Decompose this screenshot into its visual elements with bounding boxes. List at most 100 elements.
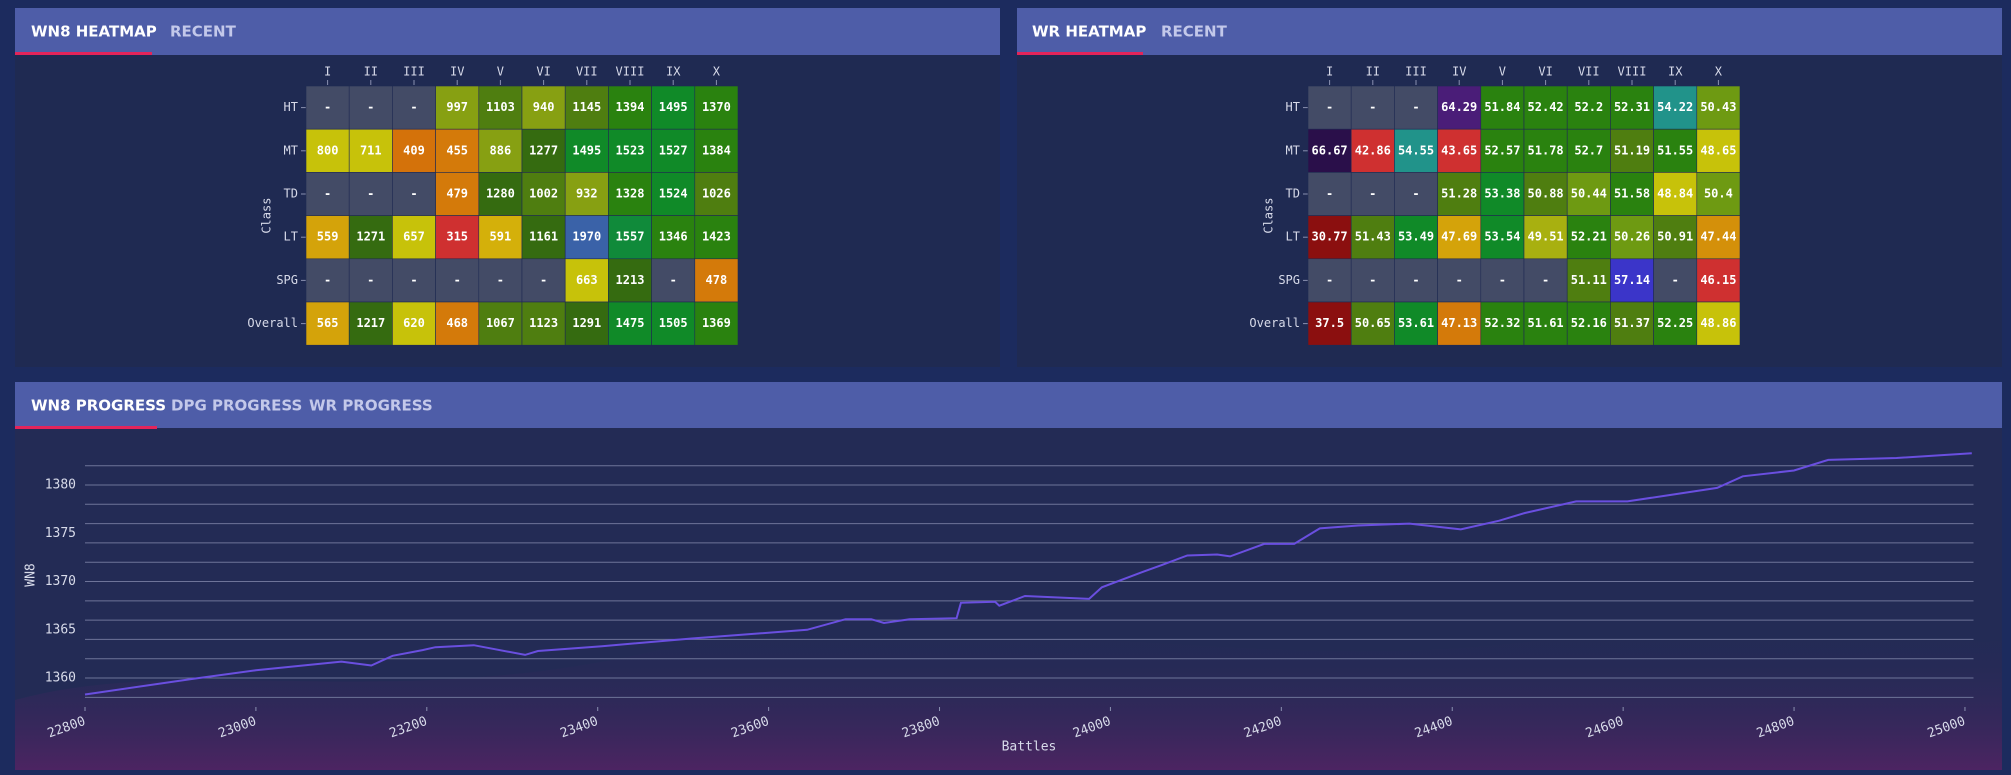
cell [392,128,436,173]
cell-value: 1145 [572,100,601,114]
cell-value: 52.2 [1574,100,1603,114]
tab[interactable]: WN8 PROGRESS [31,397,166,415]
column-label: II [1366,65,1380,79]
cell-value: 51.19 [1614,143,1650,157]
cell-value: 48.84 [1657,187,1693,201]
cell-value: 800 [317,143,339,157]
cell-value: 50.26 [1614,230,1650,244]
cell [521,258,566,303]
cell-value: - [1369,273,1376,287]
column-label: VIII [1618,65,1647,79]
row-label: SPG [276,273,298,287]
cell-value: 711 [360,143,382,157]
cell [478,85,523,130]
cell-value: 53.49 [1398,230,1434,244]
cell [1307,215,1352,260]
cell-value: - [367,187,374,201]
cell-value: 52.42 [1528,100,1564,114]
cell [1653,301,1698,346]
cell-value: 1161 [529,230,558,244]
cell-value: 64.29 [1441,100,1477,114]
cell-value: 940 [533,100,555,114]
column-label: I [1326,65,1333,79]
cell [1566,128,1611,173]
cell [1610,215,1654,260]
cell-value: 1271 [356,230,385,244]
column-label: VI [536,65,550,79]
cell-value: 932 [576,187,598,201]
cell-value: 37.5 [1315,316,1344,330]
cell-value: 48.65 [1700,143,1736,157]
row-label: HT [1286,100,1300,114]
cell-value: - [1542,273,1549,287]
cell [1523,85,1568,130]
cell-value: 47.13 [1441,316,1477,330]
cell-value: 479 [446,187,468,201]
column-label: VI [1538,65,1552,79]
column-label: V [497,65,504,79]
cell [1653,85,1698,130]
tab[interactable]: WR PROGRESS [309,397,433,415]
cell [694,85,739,130]
cell-value: 1523 [616,143,645,157]
tab[interactable]: RECENT [170,23,237,41]
row-label: Overall [247,316,298,330]
cell [651,128,696,173]
cell-value: 478 [706,273,728,287]
cell [1696,172,1741,216]
cell-value: - [324,187,331,201]
cell [1350,172,1395,216]
cell-value: 53.54 [1484,230,1520,244]
column-label: I [324,65,331,79]
cell-value: 1002 [529,187,558,201]
cell-value: 51.37 [1614,316,1650,330]
cell-value: 1291 [572,316,601,330]
cell [694,215,739,260]
cell [392,301,436,346]
cell-value: - [1672,273,1679,287]
tab[interactable]: DPG PROGRESS [171,397,302,415]
cell [1610,258,1654,303]
cell [694,128,739,173]
cell-value: 1495 [572,143,601,157]
tab[interactable]: RECENT [1161,23,1228,41]
tab[interactable]: WN8 HEATMAP [31,23,157,41]
y-tick-label: 1370 [45,574,76,589]
cell [478,172,523,216]
cell [608,301,652,346]
column-label: II [364,65,378,79]
cell-value: 42.86 [1355,143,1391,157]
row-label: MT [284,143,298,157]
cell-value: 1970 [572,230,601,244]
cell-value: 1524 [659,187,688,201]
cell [694,301,739,346]
column-label: IX [1668,65,1683,79]
cell-value: 1505 [659,316,688,330]
cell [435,258,480,303]
cell-value: - [1369,187,1376,201]
cell-value: 591 [490,230,512,244]
tab[interactable]: WR HEATMAP [1032,23,1146,41]
cell [1566,258,1611,303]
cell-value: 50.4 [1704,187,1733,201]
cell [1307,301,1352,346]
cell-value: - [1326,273,1333,287]
cell [1523,258,1568,303]
row-label: LT [1286,230,1300,244]
cell [478,215,523,260]
active-tab-underline [15,426,157,429]
cell [348,85,393,130]
cell-value: 1527 [659,143,688,157]
axis-label: Class [1262,198,1276,234]
cell-value: 1475 [616,316,645,330]
cell-value: 455 [446,143,468,157]
cell-value: 1423 [702,230,731,244]
cell-value: 315 [446,230,468,244]
cell [1523,172,1568,216]
cell [305,301,350,346]
cell-value: 53.38 [1484,187,1520,201]
axis-label: Class [260,198,274,234]
cell-value: 1067 [486,316,515,330]
cell [651,258,696,303]
cell-value: - [670,273,677,287]
